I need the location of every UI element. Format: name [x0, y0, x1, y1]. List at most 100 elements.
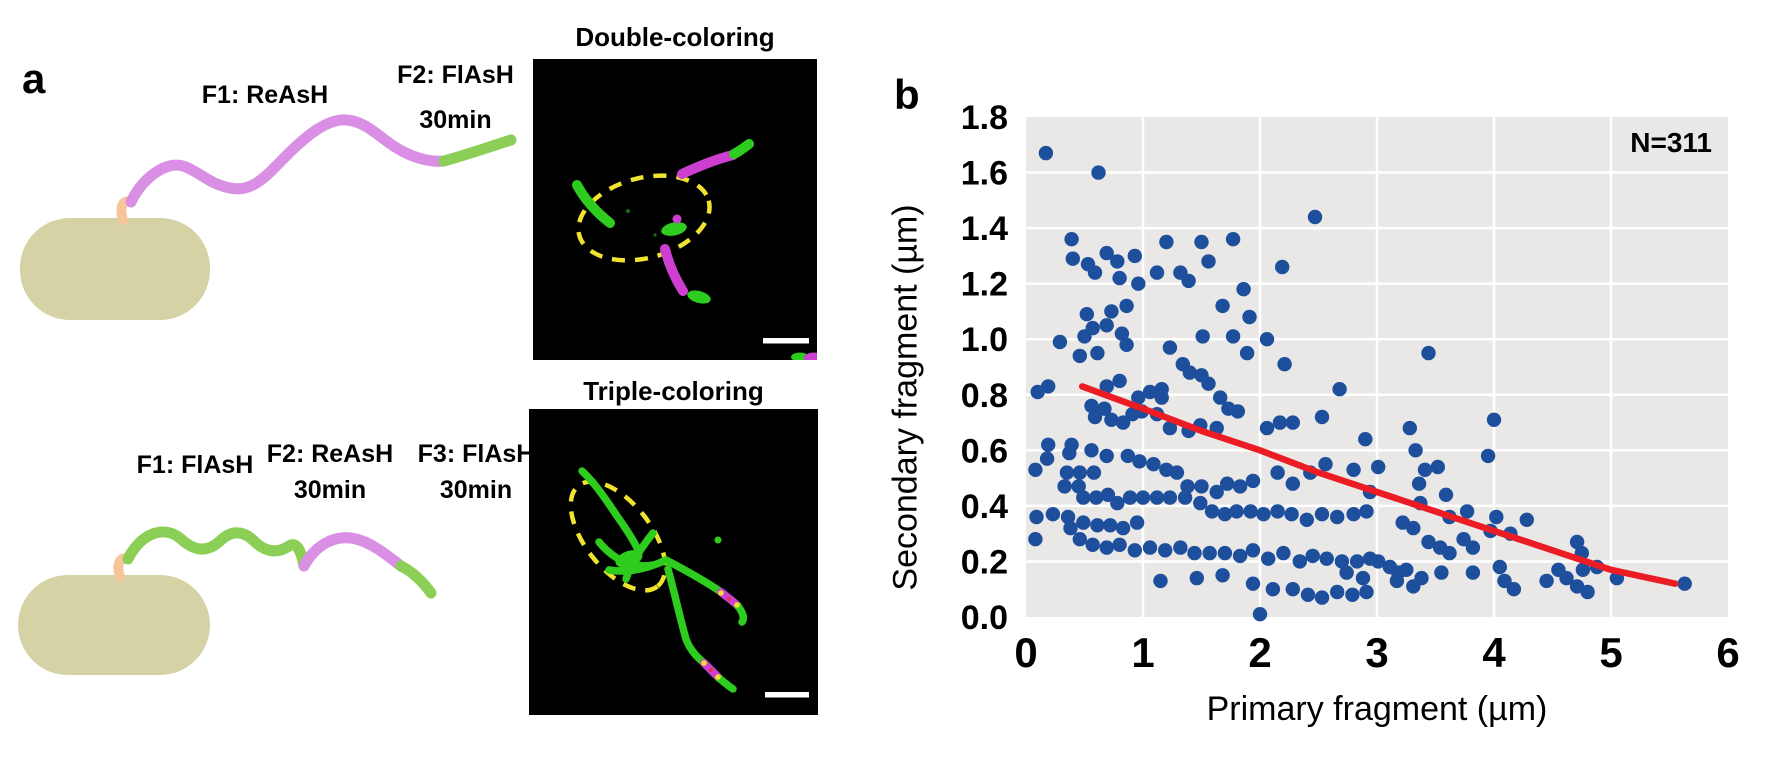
data-point [1071, 479, 1086, 494]
data-point [1173, 540, 1188, 555]
x-tick-label: 3 [1365, 629, 1388, 676]
data-point [1442, 545, 1457, 561]
data-point [1104, 304, 1119, 319]
data-point [1099, 540, 1114, 555]
data-point [1062, 445, 1077, 461]
y-tick-label: 1.8 [961, 99, 1008, 137]
data-point [1202, 545, 1217, 561]
data-point [1125, 407, 1140, 422]
data-point [1135, 490, 1151, 505]
data-point [1030, 384, 1045, 400]
data-point [1270, 504, 1285, 519]
data-point [1087, 265, 1103, 280]
data-point [1045, 507, 1061, 522]
data-point [1100, 487, 1116, 502]
data-point [1127, 543, 1142, 558]
data-point [1146, 457, 1161, 472]
data-point [1371, 554, 1386, 569]
micrograph-background [533, 59, 817, 360]
green-dot [714, 536, 722, 544]
data-point [1215, 568, 1230, 583]
data-point [1371, 459, 1386, 475]
data-point [1084, 398, 1099, 414]
data-point [1217, 545, 1233, 561]
data-point [1421, 345, 1436, 361]
data-point [1085, 537, 1100, 552]
y-tick-labels: 0.0 0.2 0.4 0.6 0.8 1.0 1.2 1.4 1.6 1.8 [961, 99, 1008, 637]
data-point [1097, 401, 1112, 416]
scale-bar [765, 692, 809, 698]
triple-f3-time: 30min [439, 476, 513, 504]
green-filament [664, 565, 708, 667]
data-point [1569, 534, 1585, 550]
data-point [1346, 507, 1361, 522]
data-point [1345, 587, 1360, 602]
green-filament-tip [734, 602, 748, 626]
data-point [1314, 590, 1330, 605]
junction-dot [734, 602, 740, 608]
data-point [1154, 390, 1169, 405]
data-point [1131, 390, 1146, 405]
triple-f3-label: F3: FlAsH [417, 440, 535, 468]
x-tick-label: 4 [1482, 629, 1506, 676]
data-point [1149, 265, 1165, 280]
trend-line [1078, 383, 1679, 587]
red-tinge [709, 668, 713, 672]
data-point [1225, 329, 1241, 344]
data-point [1272, 415, 1288, 430]
data-point [1489, 509, 1504, 525]
data-point [1112, 537, 1127, 552]
data-point [1059, 465, 1075, 480]
data-point [1332, 382, 1347, 397]
data-point [1252, 607, 1268, 622]
green-blob [661, 222, 687, 236]
data-point [1217, 507, 1233, 522]
data-point [1129, 515, 1145, 530]
data-point [1072, 532, 1087, 547]
data-point [1434, 565, 1449, 580]
y-tick-label: 1.4 [961, 210, 1008, 248]
triple-coloring-micrograph [529, 409, 818, 715]
data-point [1339, 565, 1354, 580]
data-point [1245, 543, 1261, 558]
data-point [1112, 270, 1127, 286]
data-point [1162, 420, 1178, 436]
data-point [1142, 384, 1158, 400]
green-filament-tip [715, 674, 737, 693]
data-point [1204, 504, 1220, 519]
double-f2-time: 30min [419, 106, 492, 134]
data-point [1039, 451, 1055, 466]
magenta-filament [677, 150, 738, 179]
data-point [1230, 404, 1245, 419]
data-point [1355, 570, 1371, 586]
data-point [1127, 248, 1142, 264]
x-tick-label: 6 [1716, 629, 1739, 676]
data-point [1285, 476, 1300, 491]
data-point [1114, 326, 1130, 341]
data-point [1149, 490, 1165, 505]
data-point [1194, 479, 1209, 494]
data-point [1346, 462, 1361, 477]
x-tick-label: 0 [1014, 629, 1037, 676]
data-point [1115, 415, 1131, 430]
green-filament [662, 556, 725, 596]
data-point [1292, 554, 1307, 569]
data-point [1285, 582, 1300, 597]
y-tick-label: 0.2 [961, 543, 1008, 581]
junction-dot [701, 660, 707, 666]
data-point [1057, 479, 1072, 494]
green-filament-tip [729, 139, 754, 159]
magenta-filament [660, 244, 688, 296]
data-point [1314, 507, 1330, 522]
green-blob [615, 550, 643, 568]
data-point [1169, 465, 1185, 480]
data-point [1270, 465, 1285, 480]
data-point [1349, 554, 1365, 569]
sample-size-annotation: N=311 [1630, 127, 1712, 158]
data-point [1159, 234, 1174, 250]
data-point [1131, 276, 1146, 291]
y-tick-label: 0.0 [961, 599, 1008, 637]
x-tick-labels: 0 1 2 3 4 5 6 [1014, 629, 1739, 676]
magenta-dot [672, 214, 682, 224]
data-point [1038, 145, 1054, 161]
